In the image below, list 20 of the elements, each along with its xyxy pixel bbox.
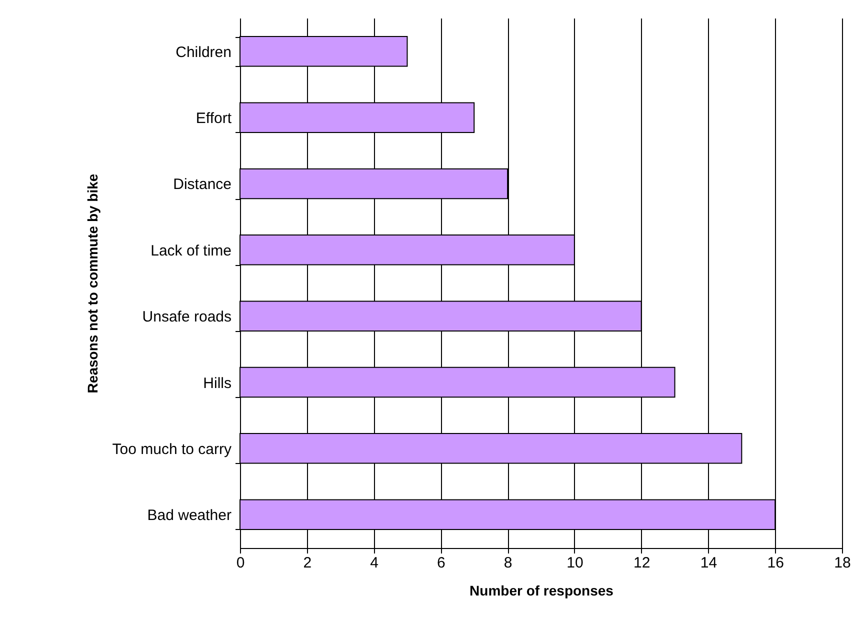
y-tick-label: Unsafe roads — [142, 308, 232, 326]
x-tick-label: 6 — [436, 554, 446, 572]
y-tick-label: Lack of time — [150, 242, 232, 260]
y-tick-label: Bad weather — [147, 507, 232, 524]
y-tick-label: Children — [176, 44, 232, 61]
y-tick-label: Too much to carry — [112, 440, 232, 458]
y-tick-label: Hills — [203, 374, 232, 392]
x-tick-label: 14 — [700, 554, 718, 572]
x-tick-label: 16 — [767, 554, 784, 572]
x-axis-title: Number of responses — [470, 582, 614, 598]
y-axis-title: Reasons not to commute by bike — [84, 174, 100, 394]
x-tick-label: 0 — [236, 554, 245, 572]
y-tick-label: Effort — [196, 110, 232, 128]
y-tick-label: Distance — [173, 176, 232, 194]
x-tick-label: 18 — [834, 554, 851, 572]
x-tick-label: 8 — [504, 554, 512, 572]
x-tick-label: 4 — [370, 554, 378, 572]
x-tick-label: 10 — [566, 554, 584, 572]
x-tick-label: 12 — [633, 554, 650, 572]
x-tick-label: 2 — [303, 554, 312, 572]
